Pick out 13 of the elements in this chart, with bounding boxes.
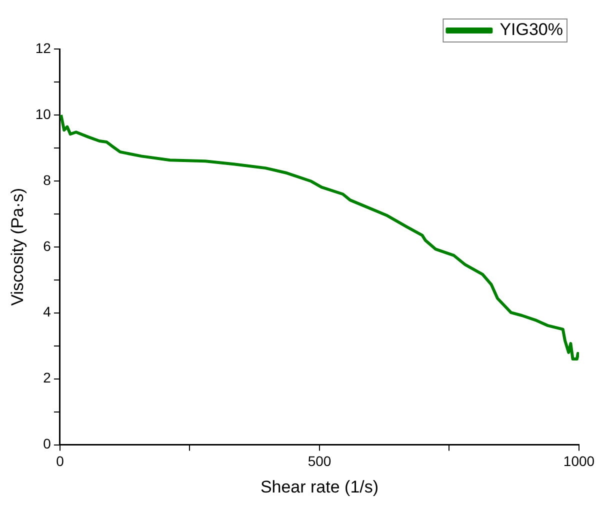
x-tick-label: 1000 — [563, 453, 595, 470]
x-tick-label: 0 — [56, 453, 64, 470]
legend-label: YIG30% — [500, 20, 563, 40]
y-axis-title: Viscosity (Pa·s) — [8, 188, 27, 306]
y-tick-label: 12 — [35, 40, 52, 56]
y-tick-label: 0 — [43, 436, 52, 452]
y-tick-label: 6 — [43, 238, 52, 254]
x-axis-title: Shear rate (1/s) — [260, 477, 379, 496]
y-tick-label: 2 — [43, 370, 52, 386]
x-tick-label: 500 — [308, 453, 332, 470]
y-tick-label: 4 — [43, 304, 52, 320]
y-tick-label: 10 — [35, 106, 52, 122]
y-tick-label: 8 — [43, 172, 52, 188]
